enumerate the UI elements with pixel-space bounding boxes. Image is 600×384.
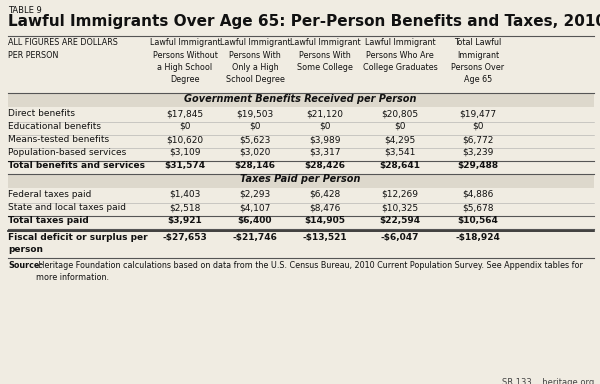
Text: $14,905: $14,905 bbox=[305, 216, 346, 225]
Text: Means-tested benefits: Means-tested benefits bbox=[8, 135, 109, 144]
Text: $6,428: $6,428 bbox=[310, 190, 341, 199]
Text: $3,921: $3,921 bbox=[167, 216, 202, 225]
Text: $1,403: $1,403 bbox=[169, 190, 200, 199]
Text: Direct benefits: Direct benefits bbox=[8, 109, 75, 118]
Text: -$6,047: -$6,047 bbox=[381, 233, 419, 242]
Text: $4,295: $4,295 bbox=[385, 135, 416, 144]
Text: Total benefits and services: Total benefits and services bbox=[8, 161, 145, 170]
Text: $3,989: $3,989 bbox=[309, 135, 341, 144]
Text: $0: $0 bbox=[249, 122, 261, 131]
Text: $6,400: $6,400 bbox=[238, 216, 272, 225]
Text: $3,541: $3,541 bbox=[385, 148, 416, 157]
Text: -$18,924: -$18,924 bbox=[455, 233, 500, 242]
Text: Total taxes paid: Total taxes paid bbox=[8, 216, 89, 225]
Text: Lawful Immigrant
Persons With
Some College: Lawful Immigrant Persons With Some Colle… bbox=[290, 38, 361, 72]
Text: Source:: Source: bbox=[8, 261, 43, 270]
Text: $3,317: $3,317 bbox=[309, 148, 341, 157]
Text: $10,620: $10,620 bbox=[166, 135, 203, 144]
Text: $10,325: $10,325 bbox=[382, 203, 419, 212]
Text: $28,146: $28,146 bbox=[235, 161, 275, 170]
Text: Total Lawful
Immigrant
Persons Over
Age 65: Total Lawful Immigrant Persons Over Age … bbox=[451, 38, 505, 84]
Text: $28,641: $28,641 bbox=[380, 161, 421, 170]
Text: Fiscal deficit or surplus per
person: Fiscal deficit or surplus per person bbox=[8, 233, 148, 254]
Text: $8,476: $8,476 bbox=[310, 203, 341, 212]
Text: State and local taxes paid: State and local taxes paid bbox=[8, 203, 126, 212]
Text: Lawful Immigrant
Persons With
Only a High
School Degree: Lawful Immigrant Persons With Only a Hig… bbox=[220, 38, 290, 84]
Text: $19,477: $19,477 bbox=[460, 109, 497, 118]
Text: $19,503: $19,503 bbox=[236, 109, 274, 118]
Text: $3,020: $3,020 bbox=[239, 148, 271, 157]
Text: $29,488: $29,488 bbox=[457, 161, 499, 170]
Text: $28,426: $28,426 bbox=[305, 161, 346, 170]
Text: Educational benefits: Educational benefits bbox=[8, 122, 101, 131]
Text: $3,239: $3,239 bbox=[463, 148, 494, 157]
Text: ALL FIGURES ARE DOLLARS
PER PERSON: ALL FIGURES ARE DOLLARS PER PERSON bbox=[8, 38, 118, 60]
Text: -$13,521: -$13,521 bbox=[302, 233, 347, 242]
Bar bbox=[8, 174, 594, 188]
Text: $20,805: $20,805 bbox=[382, 109, 419, 118]
Text: TABLE 9: TABLE 9 bbox=[8, 6, 42, 15]
Text: $5,678: $5,678 bbox=[462, 203, 494, 212]
Text: Federal taxes paid: Federal taxes paid bbox=[8, 190, 91, 199]
Text: -$27,653: -$27,653 bbox=[163, 233, 208, 242]
Bar bbox=[8, 93, 594, 107]
Text: $0: $0 bbox=[472, 122, 484, 131]
Text: $22,594: $22,594 bbox=[379, 216, 421, 225]
Text: $17,845: $17,845 bbox=[166, 109, 203, 118]
Text: $21,120: $21,120 bbox=[307, 109, 343, 118]
Text: $2,293: $2,293 bbox=[239, 190, 271, 199]
Text: $4,886: $4,886 bbox=[463, 190, 494, 199]
Text: $10,564: $10,564 bbox=[458, 216, 499, 225]
Text: Population-based services: Population-based services bbox=[8, 148, 126, 157]
Text: Heritage Foundation calculations based on data from the U.S. Census Bureau, 2010: Heritage Foundation calculations based o… bbox=[36, 261, 583, 282]
Text: $12,269: $12,269 bbox=[382, 190, 419, 199]
Text: $2,518: $2,518 bbox=[169, 203, 200, 212]
Text: $0: $0 bbox=[319, 122, 331, 131]
Text: $4,107: $4,107 bbox=[239, 203, 271, 212]
Text: $0: $0 bbox=[179, 122, 191, 131]
Text: -$21,746: -$21,746 bbox=[233, 233, 277, 242]
Text: $31,574: $31,574 bbox=[164, 161, 206, 170]
Text: $3,109: $3,109 bbox=[169, 148, 201, 157]
Text: $0: $0 bbox=[394, 122, 406, 131]
Text: $5,623: $5,623 bbox=[239, 135, 271, 144]
Text: Lawful Immigrant
Persons Without
a High School
Degree: Lawful Immigrant Persons Without a High … bbox=[149, 38, 220, 84]
Text: Taxes Paid per Person: Taxes Paid per Person bbox=[240, 174, 360, 184]
Text: Government Benefits Received per Person: Government Benefits Received per Person bbox=[184, 94, 416, 104]
Text: SR 133    heritage.org: SR 133 heritage.org bbox=[502, 378, 594, 384]
Text: Lawful Immigrant
Persons Who Are
College Graduates: Lawful Immigrant Persons Who Are College… bbox=[362, 38, 437, 72]
Text: Lawful Immigrants Over Age 65: Per-Person Benefits and Taxes, 2010: Lawful Immigrants Over Age 65: Per-Perso… bbox=[8, 14, 600, 29]
Text: $6,772: $6,772 bbox=[463, 135, 494, 144]
